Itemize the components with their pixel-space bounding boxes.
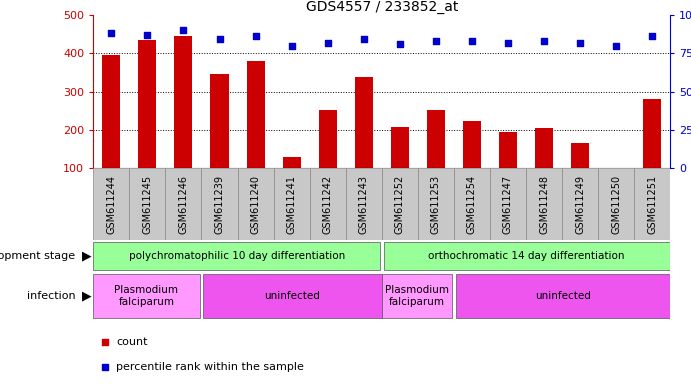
Text: GSM611254: GSM611254 <box>467 174 477 233</box>
Point <box>611 43 622 49</box>
Bar <box>571 143 589 168</box>
Bar <box>202 168 238 240</box>
Bar <box>247 61 265 168</box>
Text: GSM611253: GSM611253 <box>431 174 441 233</box>
Bar <box>319 110 337 168</box>
Point <box>358 36 369 43</box>
Bar <box>381 168 418 240</box>
Text: GSM611241: GSM611241 <box>287 174 296 233</box>
Bar <box>310 168 346 240</box>
Bar <box>238 168 274 240</box>
Bar <box>634 168 670 240</box>
Point <box>647 33 658 40</box>
Point <box>322 40 333 46</box>
Text: GSM611242: GSM611242 <box>323 174 332 233</box>
Text: uninfected: uninfected <box>265 291 321 301</box>
Text: development stage: development stage <box>0 251 75 261</box>
Bar <box>381 275 452 318</box>
Bar <box>211 74 229 168</box>
Text: ▶: ▶ <box>82 250 91 263</box>
Text: orthochromatic 14 day differentiation: orthochromatic 14 day differentiation <box>428 251 624 261</box>
Bar <box>174 36 193 168</box>
Point <box>286 43 297 49</box>
Point <box>395 41 406 47</box>
Text: GSM611249: GSM611249 <box>575 174 585 233</box>
Point <box>575 40 586 46</box>
Bar <box>562 168 598 240</box>
Text: infection: infection <box>27 291 75 301</box>
Text: Plasmodium
falciparum: Plasmodium falciparum <box>115 285 178 307</box>
Text: ▶: ▶ <box>82 290 91 303</box>
Bar <box>138 40 156 168</box>
Bar <box>346 168 381 240</box>
Text: polychromatophilic 10 day differentiation: polychromatophilic 10 day differentiatio… <box>129 251 346 261</box>
Bar <box>463 121 481 168</box>
Text: count: count <box>116 337 148 347</box>
Bar <box>354 77 372 168</box>
Bar <box>427 110 445 168</box>
Bar <box>274 168 310 240</box>
Text: GSM611252: GSM611252 <box>395 174 405 233</box>
Bar <box>643 99 661 168</box>
Bar <box>499 132 517 168</box>
Bar <box>129 168 165 240</box>
Text: GSM611244: GSM611244 <box>106 174 116 233</box>
Bar <box>93 242 380 270</box>
Bar <box>418 168 454 240</box>
Point <box>502 40 513 46</box>
Bar <box>283 157 301 168</box>
Point <box>106 30 117 36</box>
Bar <box>165 168 202 240</box>
Bar <box>384 242 670 270</box>
Point <box>100 339 111 345</box>
Point <box>178 27 189 33</box>
Text: uninfected: uninfected <box>535 291 591 301</box>
Bar <box>93 275 200 318</box>
Text: percentile rank within the sample: percentile rank within the sample <box>116 362 304 372</box>
Bar <box>455 275 670 318</box>
Text: GSM611247: GSM611247 <box>503 174 513 233</box>
Bar <box>93 168 129 240</box>
Text: GSM611251: GSM611251 <box>647 174 657 233</box>
Text: GSM611250: GSM611250 <box>611 174 621 233</box>
Point <box>100 364 111 370</box>
Bar <box>391 127 409 168</box>
Point <box>142 32 153 38</box>
Text: GSM611240: GSM611240 <box>251 174 261 233</box>
Text: GSM611245: GSM611245 <box>142 174 153 233</box>
Text: GSM611248: GSM611248 <box>539 174 549 233</box>
Point <box>466 38 477 44</box>
Bar <box>598 168 634 240</box>
Bar <box>454 168 490 240</box>
Text: GSM611239: GSM611239 <box>214 174 225 233</box>
Bar <box>203 275 381 318</box>
Point <box>214 36 225 43</box>
Text: Plasmodium
falciparum: Plasmodium falciparum <box>385 285 449 307</box>
Bar <box>490 168 526 240</box>
Bar <box>535 128 553 168</box>
Text: GSM611243: GSM611243 <box>359 174 369 233</box>
Title: GDS4557 / 233852_at: GDS4557 / 233852_at <box>305 0 458 14</box>
Bar <box>102 55 120 168</box>
Text: GSM611246: GSM611246 <box>178 174 189 233</box>
Point <box>538 38 549 44</box>
Point <box>250 33 261 40</box>
Bar <box>526 168 562 240</box>
Point <box>430 38 442 44</box>
